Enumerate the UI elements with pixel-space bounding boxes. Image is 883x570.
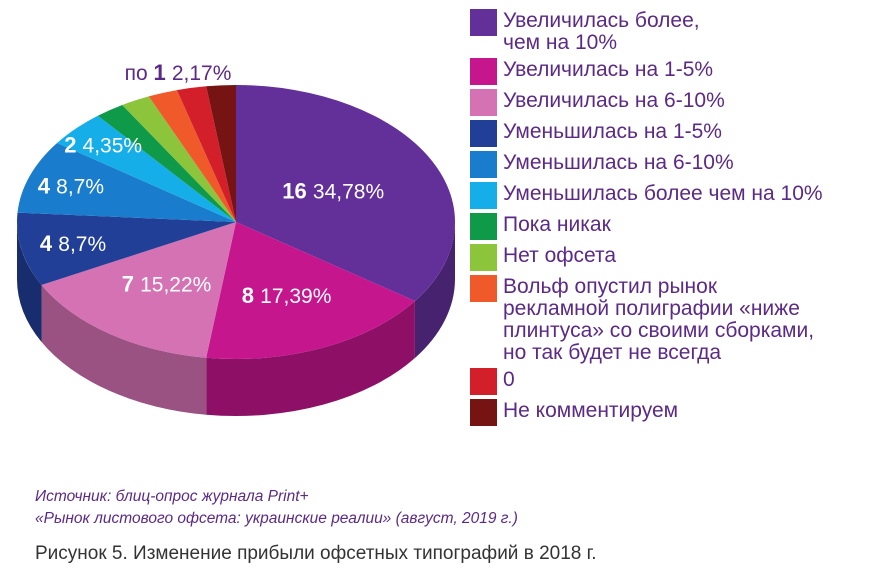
legend-item: Нет офсета — [470, 243, 880, 271]
pie-chart: 16 34,78% 8 17,39% 7 15,22% 4 8,7% 4 8,7% 2 4… — [16, 60, 455, 416]
pie-slice-7 — [122, 96, 236, 222]
pie-slice-6 — [97, 104, 236, 222]
pie-slice-1 — [206, 222, 415, 359]
legend-label-line: Уменьшилась на 1-5% — [503, 120, 722, 143]
legend-label-line: Увеличилась на 6-10% — [503, 89, 725, 112]
legend-swatch — [470, 399, 497, 426]
legend-label-line: Вольф опустил рынок — [503, 275, 718, 298]
pie-slice-0 — [236, 85, 455, 302]
legend-swatch — [470, 182, 497, 209]
legend-item: Пока никак — [470, 212, 880, 240]
slice-label-4: 4 8,7% — [38, 173, 104, 198]
source-line-2: «Рынок листового офсета: украинские реал… — [35, 510, 518, 527]
legend-swatch — [470, 368, 497, 395]
legend-label: Увеличилась на 1-5% — [503, 57, 713, 81]
slice-label-0: 16 34,78% — [282, 178, 384, 203]
pie-slice-5 — [57, 115, 237, 222]
legend-label-line: Увеличилась на 1-5% — [503, 58, 714, 81]
legend-swatch — [470, 213, 497, 240]
legend-label-line: рекламной полиграфии «ниже — [503, 297, 800, 320]
legend-item: 0 — [470, 367, 880, 395]
legend-item: Вольф опустил рынок рекламной полиграфии … — [470, 274, 880, 364]
pie-side-0 — [414, 222, 455, 359]
small-slices-label: по 1 2,17% — [125, 60, 232, 85]
legend-label-line: чем на 10% — [503, 31, 618, 54]
pie-slice-3 — [16, 212, 236, 286]
pie-slice-9 — [176, 86, 236, 222]
legend-item: Уменьшилась на 1-5% — [470, 119, 880, 147]
legend-label: Пока никак — [503, 212, 611, 236]
source-line-1: Источник: блиц-опрос журнала Print+ — [35, 488, 309, 505]
legend-label-line: Пока никак — [503, 213, 611, 236]
legend-item: Увеличилась более, чем на 10% — [470, 8, 880, 54]
legend-label: Увеличилась более, чем на 10% — [503, 8, 700, 54]
legend-label: Не комментируем — [503, 398, 678, 422]
legend-label-line: Не комментируем — [503, 399, 679, 422]
pie-slice-4 — [17, 142, 236, 222]
legend-label: 0 — [503, 367, 515, 391]
slice-label-5: 2 4,35% — [64, 132, 142, 157]
legend-swatch — [470, 275, 497, 302]
slice-label-2: 7 15,22% — [122, 272, 212, 297]
slice-label-3: 4 8,7% — [40, 231, 106, 256]
legend-swatch — [470, 244, 497, 271]
legend-label-line: Уменьшилась на 6-10% — [503, 151, 734, 174]
legend-label-line: Уменьшилась более чем на 10% — [503, 182, 823, 205]
legend-item: Уменьшилась более чем на 10% — [470, 181, 880, 209]
pie-side-1 — [206, 301, 415, 416]
pie-slice-8 — [148, 90, 236, 223]
legend-swatch — [470, 9, 497, 36]
pie-side-2 — [41, 285, 207, 415]
slice-label-1: 8 17,39% — [242, 283, 332, 308]
legend-label: Уменьшилась на 1-5% — [503, 119, 722, 143]
legend-label-line: плинтуса» со своими сборками, — [503, 319, 815, 342]
legend-label: Уменьшилась более чем на 10% — [503, 181, 823, 205]
legend-item: Увеличилась на 6-10% — [470, 88, 880, 116]
legend-item: Не комментируем — [470, 398, 880, 426]
legend-label: Увеличилась на 6-10% — [503, 88, 725, 112]
legend-label: Вольф опустил рынок рекламной полиграфии … — [503, 274, 814, 364]
chart-legend: Увеличилась более, чем на 10% Увеличилась … — [470, 8, 880, 429]
legend-item: Уменьшилась на 6-10% — [470, 150, 880, 178]
pie-slice-10 — [206, 85, 236, 222]
source-note: Источник: блиц-опрос журнала Print+ «Рын… — [35, 486, 518, 530]
legend-label-line: Нет офсета — [503, 244, 617, 267]
pie-side-3 — [17, 222, 42, 343]
legend-swatch — [470, 120, 497, 147]
legend-label-line: Увеличилась более, — [503, 9, 700, 32]
legend-label: Уменьшилась на 6-10% — [503, 150, 734, 174]
legend-swatch — [470, 151, 497, 178]
legend-label-line: но так будет не всегда — [503, 341, 722, 364]
legend-label: Нет офсета — [503, 243, 616, 267]
pie-slice-2 — [41, 222, 237, 358]
figure-caption: Рисунок 5. Изменение прибыли офсетных ти… — [35, 543, 597, 564]
legend-item: Увеличилась на 1-5% — [470, 57, 880, 85]
legend-swatch — [470, 89, 497, 116]
legend-label-line: 0 — [503, 368, 515, 391]
legend-swatch — [470, 58, 497, 85]
